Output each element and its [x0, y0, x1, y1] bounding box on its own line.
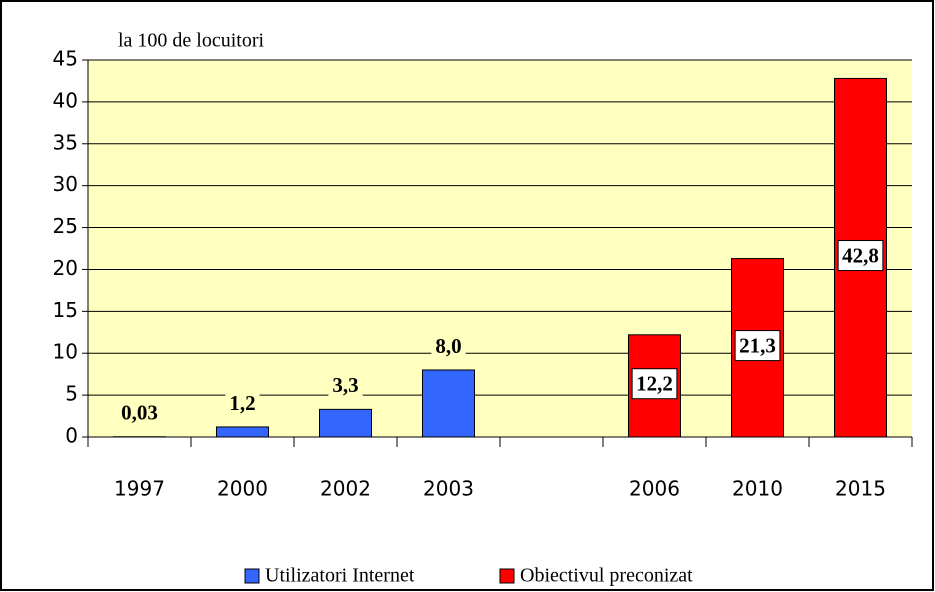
bar	[319, 408, 372, 438]
data-label-box	[734, 330, 781, 362]
data-label: 3,3	[332, 373, 358, 397]
legend-swatch	[244, 568, 260, 584]
y-tick-label: 10	[53, 340, 78, 364]
y-tick-label: 20	[53, 256, 78, 280]
data-label: 42,8	[842, 244, 879, 268]
y-tick-label: 25	[53, 214, 78, 238]
data-label-box	[225, 387, 260, 418]
x-tick-label: 2006	[629, 477, 680, 501]
bar	[216, 426, 269, 438]
y-tick-label: 5	[65, 382, 78, 406]
y-tick-label: 30	[53, 172, 78, 196]
bar	[422, 369, 475, 438]
data-label: 21,3	[739, 334, 776, 358]
x-tick-label: 1997	[114, 477, 165, 501]
data-label-box	[631, 368, 678, 400]
x-tick-label: 2002	[320, 477, 371, 501]
x-tick-label: 2015	[835, 477, 886, 501]
x-tick-label: 2010	[732, 477, 783, 501]
data-label: 0,03	[121, 401, 158, 425]
legend-label: Obiectivul preconizat	[520, 565, 693, 587]
data-label-box	[837, 240, 884, 272]
legend-swatch	[499, 568, 515, 584]
y-tick-label: 45	[53, 47, 78, 71]
data-label: 12,2	[636, 372, 673, 396]
y-axis-label: la 100 de locuitori	[118, 30, 265, 52]
y-tick-label: 40	[53, 88, 78, 112]
data-label: 1,2	[229, 391, 255, 415]
x-tick-label: 2000	[217, 477, 268, 501]
data-label-box	[328, 370, 363, 401]
data-label-box	[117, 397, 162, 428]
legend-label: Utilizatori Internet	[265, 565, 415, 587]
y-tick-label: 15	[53, 298, 78, 322]
y-tick-label: 0	[65, 424, 78, 448]
y-tick-label: 35	[53, 130, 78, 154]
data-label: 8,0	[435, 334, 461, 358]
x-tick-label: 2003	[423, 477, 474, 501]
plot-area	[88, 60, 912, 437]
data-label-box	[431, 330, 466, 361]
